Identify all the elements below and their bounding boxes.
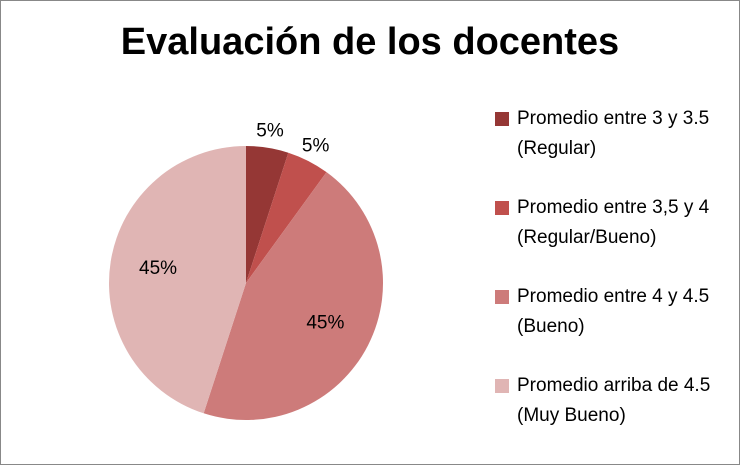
legend-label: Promedio entre 3,5 y 4 (Regular/Bueno) bbox=[517, 197, 710, 248]
data-label: 45% bbox=[306, 312, 344, 333]
data-label: 5% bbox=[256, 120, 284, 141]
pie-slice bbox=[109, 146, 246, 414]
legend-swatch bbox=[495, 290, 509, 304]
legend-swatch bbox=[495, 379, 509, 393]
legend-entry: Promedio entre 3 y 3.5 (Regular) bbox=[495, 104, 722, 164]
data-label: 45% bbox=[139, 258, 177, 279]
chart-title: Evaluación de los docentes bbox=[120, 21, 620, 63]
legend-entry: Promedio arriba de 4.5 (Muy Bueno) bbox=[495, 371, 722, 431]
legend-label: Promedio entre 3 y 3.5 (Regular) bbox=[517, 108, 710, 159]
legend-swatch bbox=[495, 201, 509, 215]
legend-label: Promedio entre 4 y 4.5 (Bueno) bbox=[517, 286, 710, 337]
legend-swatch bbox=[495, 112, 509, 126]
legend-entry: Promedio entre 4 y 4.5 (Bueno) bbox=[495, 282, 722, 342]
legend-label: Promedio arriba de 4.5 (Muy Bueno) bbox=[517, 375, 711, 426]
pie-slice bbox=[246, 146, 289, 283]
pie-slice bbox=[203, 172, 384, 420]
pie-slice bbox=[246, 152, 327, 283]
legend-entry: Promedio entre 3,5 y 4 (Regular/Bueno) bbox=[495, 193, 722, 253]
data-label: 5% bbox=[302, 135, 330, 156]
legend: Promedio entre 3 y 3.5 (Regular) Promedio… bbox=[495, 104, 735, 460]
